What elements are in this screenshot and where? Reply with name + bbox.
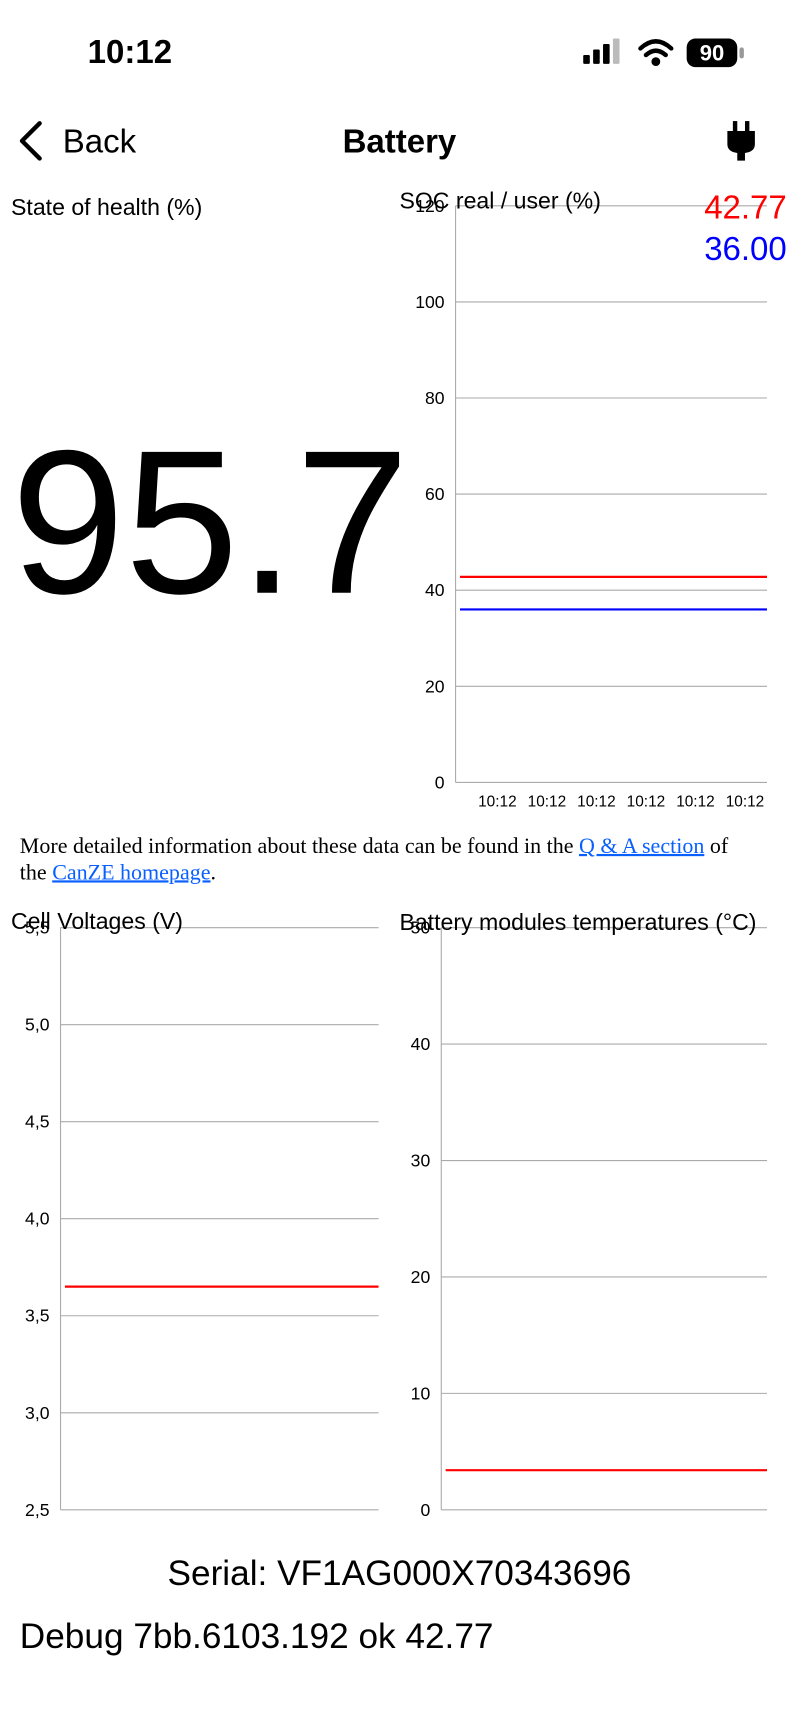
y-tick-label: 100 bbox=[415, 292, 445, 312]
battery-level: 90 bbox=[700, 40, 724, 65]
chart-title: Cell Voltages (V) bbox=[11, 908, 183, 934]
info-text: More detailed information about these da… bbox=[19, 834, 580, 859]
battery-icon: 90 bbox=[686, 38, 744, 68]
wifi-icon bbox=[638, 39, 674, 67]
y-tick-label: 120 bbox=[415, 196, 445, 216]
x-tick-label: 10:12 bbox=[478, 794, 517, 811]
debug-line: Debug 7bb.6103.192 ok 42.77 bbox=[20, 1617, 494, 1656]
y-tick-label: 20 bbox=[411, 1267, 431, 1287]
info-text: More detailed information about these da… bbox=[20, 833, 735, 886]
homepage-link[interactable]: CanZE homepage bbox=[52, 860, 211, 885]
nav-title: Battery bbox=[343, 122, 457, 159]
y-tick-label: 4,0 bbox=[25, 1209, 50, 1229]
y-tick-label: 4,5 bbox=[25, 1112, 50, 1132]
plug-icon[interactable] bbox=[727, 121, 755, 161]
y-tick-label: 0 bbox=[420, 1500, 430, 1520]
readout: 42.77 bbox=[704, 188, 787, 225]
chart-title: Battery modules temperatures (°C) bbox=[399, 909, 756, 935]
readout: 36.00 bbox=[704, 230, 787, 267]
qa-link[interactable]: Q & A section bbox=[579, 834, 705, 859]
y-tick-label: 2,5 bbox=[25, 1500, 50, 1520]
y-tick-label: 80 bbox=[425, 388, 445, 408]
x-tick-label: 10:12 bbox=[528, 794, 567, 811]
y-tick-label: 3,5 bbox=[25, 1306, 50, 1326]
back-button[interactable]: Back bbox=[63, 122, 137, 159]
y-tick-label: 0 bbox=[435, 772, 445, 792]
soh-label: State of health (%) bbox=[11, 194, 202, 220]
y-tick-label: 20 bbox=[425, 676, 445, 696]
info-text: of the bbox=[19, 834, 729, 885]
signal-icon bbox=[583, 38, 620, 64]
back-chevron[interactable] bbox=[19, 121, 42, 161]
serial: Serial: VF1AG000X70343696 bbox=[168, 1554, 632, 1593]
soh-value: 95.7 bbox=[11, 409, 409, 637]
chart-title: SOC real / user (%) bbox=[399, 187, 600, 213]
y-tick-label: 10 bbox=[411, 1383, 431, 1403]
y-tick-label: 40 bbox=[425, 580, 445, 600]
y-tick-label: 3,0 bbox=[25, 1403, 50, 1423]
x-tick-label: 10:12 bbox=[676, 794, 715, 811]
clock: 10:12 bbox=[88, 33, 172, 70]
x-tick-label: 10:12 bbox=[726, 794, 765, 811]
y-tick-label: 5,0 bbox=[25, 1015, 50, 1035]
info-text: . bbox=[210, 860, 216, 885]
y-tick-label: 50 bbox=[411, 918, 431, 938]
x-tick-label: 10:12 bbox=[627, 794, 666, 811]
y-tick-label: 40 bbox=[411, 1034, 431, 1054]
y-tick-label: 5,5 bbox=[25, 918, 50, 938]
y-tick-label: 30 bbox=[411, 1151, 431, 1171]
info-box: More detailed information about these da… bbox=[20, 833, 735, 886]
y-tick-label: 60 bbox=[425, 484, 445, 504]
x-tick-label: 10:12 bbox=[577, 794, 616, 811]
